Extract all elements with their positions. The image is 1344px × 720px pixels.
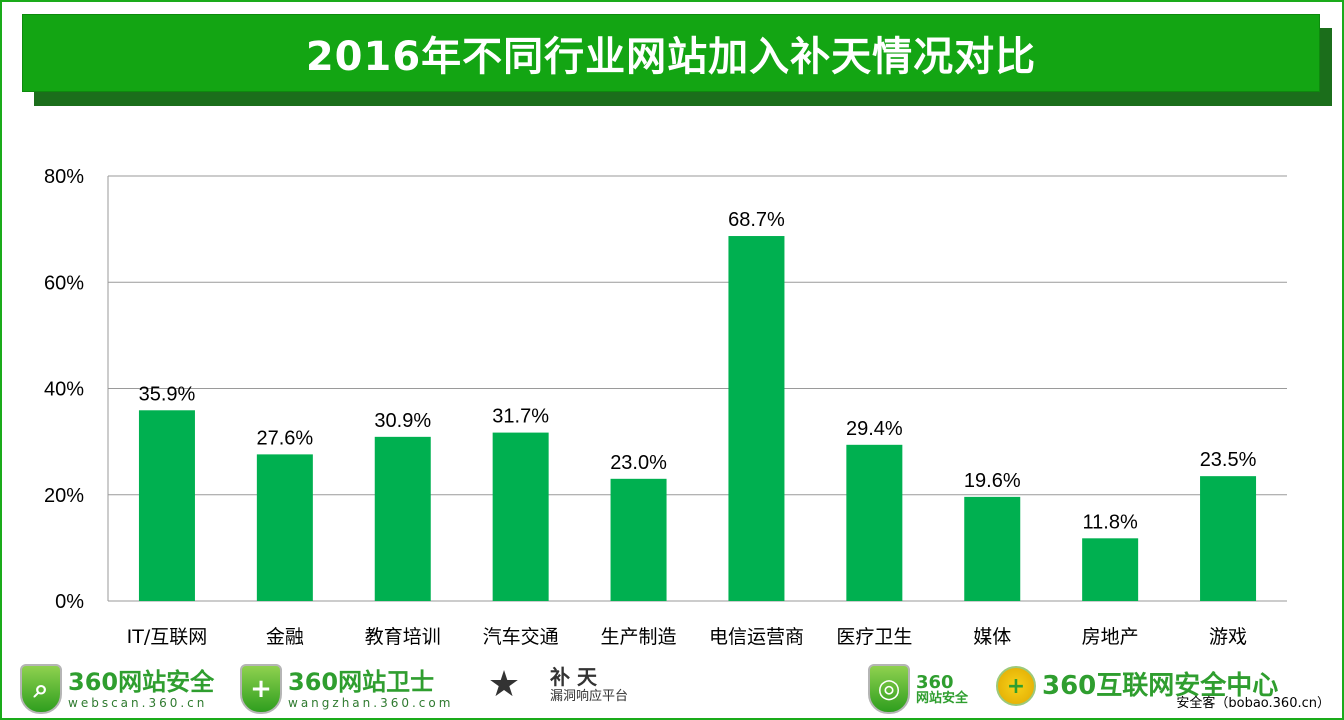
logo-360-center: + 360互联网安全中心 (996, 666, 1278, 706)
x-tick-label: 电信运营商 (709, 626, 804, 648)
logo-webscan-name: 360网站安全 (68, 667, 215, 696)
x-tick-label: 生产制造 (601, 626, 677, 648)
x-tick-label: 房地产 (1082, 626, 1139, 648)
y-tick-label: 80% (44, 166, 84, 188)
logo-360-site-security: ◎ 360 网站安全 (868, 664, 968, 714)
magnifier-shield-icon: ⌕ (20, 664, 62, 714)
logo-butian: ★ 补 天漏洞响应平台 (464, 664, 628, 705)
x-tick-label: 汽车交通 (483, 626, 559, 648)
chart-title: 2016年不同行业网站加入补天情况对比 (22, 14, 1320, 92)
data-label: 30.9% (374, 410, 431, 432)
data-label: 27.6% (256, 427, 313, 449)
data-label: 29.4% (846, 418, 903, 440)
data-label: 23.0% (610, 452, 667, 474)
bar (846, 444, 903, 601)
x-tick-label: IT/互联网 (127, 626, 208, 648)
logo4-line2: 网站安全 (916, 690, 969, 706)
bar (964, 496, 1021, 601)
x-tick-label: 媒体 (973, 626, 1011, 648)
data-label: 31.7% (492, 406, 549, 428)
y-tick-label: 40% (44, 379, 84, 401)
bar (728, 236, 785, 601)
logo-wangzhan: + 360网站卫士 wangzhan.360.com (240, 664, 453, 714)
logo-360-center-name: 360互联网安全中心 (1042, 671, 1279, 701)
logo-butian-sub: 漏洞响应平台 (550, 688, 629, 704)
logo-butian-name: 补 天 (550, 664, 597, 689)
globe-shield-icon: ◎ (868, 664, 910, 714)
footer-logos: ⌕ 360网站安全 webscan.360.cn + 360网站卫士 wangzha… (0, 660, 1344, 716)
logo-webscan-url: webscan.360.cn (68, 695, 208, 710)
logo4-line1: 360 (916, 671, 954, 693)
bar (256, 454, 313, 601)
x-tick-label: 医疗卫生 (836, 626, 912, 648)
y-tick-label: 60% (44, 272, 84, 294)
data-label: 23.5% (1200, 449, 1257, 471)
360-plus-emblem-icon: + (996, 666, 1036, 706)
y-tick-label: 0% (55, 591, 84, 613)
x-tick-label: 金融 (266, 626, 304, 648)
x-tick-label: 游戏 (1209, 626, 1247, 648)
star-wings-icon: ★ (487, 664, 521, 705)
data-label: 19.6% (964, 470, 1021, 492)
bar (1200, 476, 1257, 601)
y-tick-label: 20% (44, 485, 84, 507)
logo-webscan: ⌕ 360网站安全 webscan.360.cn (20, 664, 214, 714)
plus-shield-icon: + (240, 664, 282, 714)
bar (492, 432, 549, 601)
x-tick-label: 教育培训 (365, 626, 441, 648)
logo-wangzhan-url: wangzhan.360.com (288, 695, 454, 710)
bar (138, 410, 195, 601)
data-label: 35.9% (139, 383, 196, 405)
data-label: 68.7% (728, 209, 785, 231)
bar (374, 436, 431, 601)
logo-wangzhan-name: 360网站卫士 (288, 667, 435, 696)
source-credit: 安全客（bobao.360.cn） (1176, 696, 1330, 711)
data-label: 11.8% (1083, 511, 1138, 533)
bar (610, 478, 667, 601)
bar (1082, 538, 1139, 601)
